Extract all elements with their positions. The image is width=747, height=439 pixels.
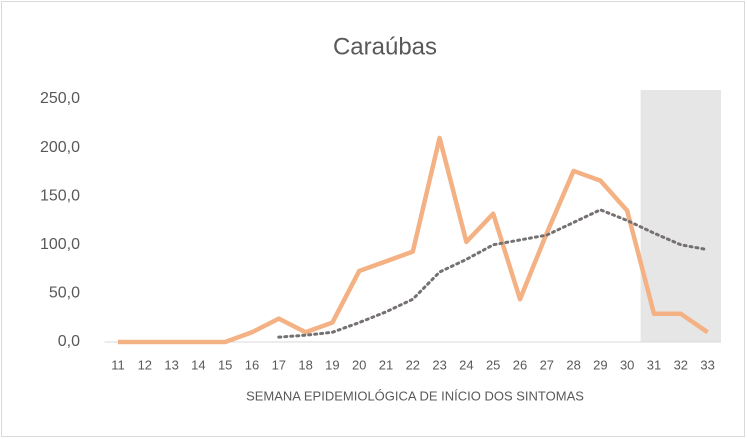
x-tick-label: 26: [513, 357, 527, 372]
chart-title: Caraúbas: [333, 33, 437, 60]
x-tick-label: 12: [138, 357, 152, 372]
y-tick-label: 150,0: [40, 187, 80, 204]
shaded-region: [640, 90, 721, 342]
x-tick-label: 27: [540, 357, 554, 372]
x-tick-label: 32: [674, 357, 688, 372]
x-axis-label: SEMANA EPIDEMIOLÓGICA DE INÍCIO DOS SINT…: [246, 388, 584, 403]
y-tick-label: 50,0: [49, 285, 80, 302]
x-tick-label: 13: [164, 357, 178, 372]
y-tick-label: 250,0: [40, 90, 80, 107]
y-tick-label: 200,0: [40, 139, 80, 156]
x-tick-label: 19: [325, 357, 339, 372]
series-line: [118, 135, 709, 345]
x-tick-label: 16: [245, 357, 259, 372]
x-tick-label: 21: [379, 357, 393, 372]
x-tick-label: 22: [406, 357, 420, 372]
y-tick-label: 100,0: [40, 236, 80, 253]
x-tick-label: 15: [218, 357, 232, 372]
x-tick-label: 20: [352, 357, 366, 372]
x-tick-label: 11: [111, 357, 125, 372]
x-tick-label: 23: [432, 357, 446, 372]
x-tick-label: 24: [459, 357, 473, 372]
x-tick-label: 25: [486, 357, 500, 372]
x-tick-label: 17: [272, 357, 286, 372]
x-tick-label: 14: [191, 357, 205, 372]
y-tick-label: 0,0: [58, 333, 80, 350]
x-tick-label: 30: [620, 357, 634, 372]
x-tick-label: 18: [298, 357, 312, 372]
x-tick-label: 31: [647, 357, 661, 372]
trend-line: [277, 208, 710, 339]
x-tick-label: 29: [593, 357, 607, 372]
x-tick-label: 28: [566, 357, 580, 372]
x-tick-label: 33: [700, 357, 714, 372]
